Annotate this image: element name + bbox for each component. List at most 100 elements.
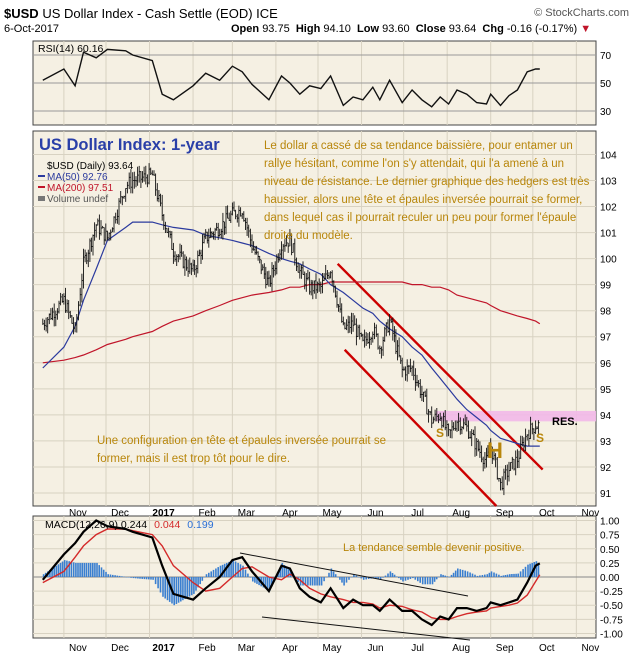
price-bars (42, 163, 540, 496)
macd-signal-value: 0.044 (154, 519, 180, 531)
price-tick-label: 103 (600, 176, 617, 187)
macd-hist-bar (442, 574, 444, 577)
macd-hist-bar (51, 568, 53, 577)
x-axis-labels-top: Nov Dec 2017 Feb Mar Apr May Jun Jul Aug Sep Oct Nov (69, 508, 599, 519)
macd-hist-bar (234, 561, 237, 577)
macd-hist-bar (334, 574, 337, 577)
macd-hist-bar (531, 562, 533, 577)
x-tick-label: Mar (238, 643, 256, 654)
macd-hist-bar (488, 572, 491, 577)
macd-hist-bar (264, 577, 267, 589)
macd-hist-bar (242, 565, 244, 577)
macd-hist-bar (484, 574, 486, 577)
rsi-line (42, 48, 540, 108)
high-label: High (295, 23, 321, 35)
down-arrow-icon: ▼ (580, 23, 592, 35)
rsi-grid (33, 41, 596, 125)
macd-hist-bar (393, 574, 396, 577)
macd-hist-bar (190, 577, 193, 596)
macd-hist-bar (285, 567, 288, 577)
x-tick-label: Oct (539, 508, 555, 519)
macd-hist-bar (279, 567, 281, 577)
macd-hist-bar (362, 577, 365, 580)
macd-hist-bar (70, 561, 73, 578)
macd-hist-bar (398, 577, 400, 579)
macd-hist-bar (382, 577, 384, 578)
macd-hist-bar (412, 577, 414, 579)
macd-hist-bar (502, 575, 505, 577)
macd-hist-bar (219, 565, 222, 577)
macd-hist-bar (262, 577, 265, 588)
x-tick-label: Nov (581, 643, 599, 654)
macd-hist-bar (515, 573, 517, 577)
macd-hist-bar (66, 560, 68, 577)
chart-date: 6-Oct-2017 (4, 23, 60, 35)
chg-label: Chg (482, 23, 504, 35)
macd-hist-bar (302, 577, 304, 586)
macd-hist-bar (345, 577, 348, 583)
macd-hist-bar (535, 561, 538, 577)
macd-hist-bar (105, 571, 107, 577)
macd-hist-bar (79, 562, 81, 577)
macd-hist-bar (186, 577, 189, 598)
x-tick-label: May (323, 643, 342, 654)
macd-hist-bar (118, 575, 121, 577)
macd-hist-bar (461, 569, 464, 577)
macd-tick-label: -0.25 (600, 587, 623, 598)
macd-hist-bar (271, 577, 273, 587)
price-tick-label: 101 (600, 229, 617, 240)
price-tick-label: 102 (600, 203, 617, 214)
macd-hist-bar (87, 562, 90, 577)
macd-hist-bar (81, 562, 83, 577)
macd-hist-bar (355, 575, 358, 577)
macd-hist-bar (180, 577, 182, 602)
x-tick-label: Sep (496, 643, 514, 654)
macd-hist-bar (247, 573, 249, 577)
macd-hist-bar (435, 577, 438, 580)
macd-hist-bar (159, 577, 162, 593)
macd-hist-bar (201, 577, 204, 581)
macd-hist-bar (389, 571, 392, 577)
macd-hist-bar (232, 560, 234, 577)
macd-note: La tendance semble devenir positive. (343, 542, 525, 554)
macd-hist-bar (379, 577, 382, 580)
macd-hist-bar (474, 574, 476, 577)
macd-hist-bar (182, 577, 184, 601)
macd-hist-bar (529, 563, 531, 577)
macd-hist-bar (184, 577, 186, 599)
macd-hist-bar (208, 572, 210, 577)
big-chart-title: US Dollar Index: 1-year (39, 136, 220, 154)
macd-hist-bar (452, 572, 455, 577)
macd-hist-bar (537, 563, 540, 577)
macd-hist-bar (400, 577, 402, 580)
macd-hist-bar (429, 577, 431, 585)
price-tick-label: 98 (600, 307, 612, 318)
macd-line (41, 519, 541, 627)
macd-label: MACD(12,26,9) (45, 519, 118, 531)
macd-hist-bar (444, 575, 446, 577)
macd-hist-bar (387, 573, 389, 577)
macd-hist-bar (479, 575, 481, 577)
macd-hist-bar (459, 569, 462, 577)
macd-hist-bar (157, 577, 159, 589)
macd-hist-bar (100, 567, 103, 577)
legend-volume-swatch (38, 196, 45, 201)
macd-hist-bar (61, 561, 64, 577)
macd-hist-bar (102, 569, 105, 577)
price-tick-label: 100 (600, 255, 617, 266)
macd-hist-bar (98, 565, 100, 577)
macd-hist-bar (55, 565, 58, 577)
macd-hist-bar (438, 576, 440, 578)
macd-hist-bar (237, 562, 239, 577)
open-label: Open (231, 23, 260, 35)
right-shoulder-label: S (536, 431, 544, 445)
rsi-ticks: 70 50 30 (600, 51, 612, 118)
x-tick-label: May (323, 508, 342, 519)
macd-hist-bar (424, 577, 426, 585)
macd-hist-bar (450, 574, 453, 577)
ma200-line (42, 281, 541, 364)
macd-hist-bar (212, 569, 215, 577)
macd-hist-bar (348, 577, 350, 580)
x-tick-label: Apr (282, 643, 298, 654)
macd-hist-bar (173, 577, 175, 606)
